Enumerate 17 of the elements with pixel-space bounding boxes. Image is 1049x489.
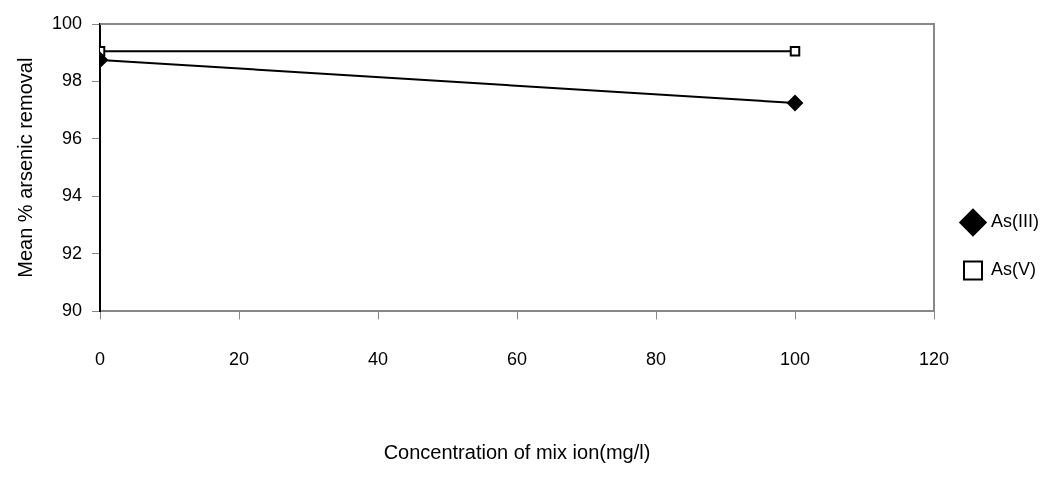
x-tick-label: 60 [507, 349, 528, 370]
x-tick-label: 0 [95, 349, 106, 370]
y-axis-title: Mean % arsenic removal [13, 57, 36, 278]
legend-label: As(V) [991, 259, 1036, 280]
x-tick-label: 100 [779, 349, 811, 370]
x-tick-label: 120 [918, 349, 950, 370]
x-axis-title: Concentration of mix ion(mg/l) [383, 440, 651, 463]
y-tick-label: 90 [62, 300, 83, 321]
x-tick-label: 80 [646, 349, 667, 370]
x-tick-label: 20 [229, 349, 250, 370]
y-tick-label: 94 [62, 185, 83, 206]
legend-label: As(III) [991, 211, 1039, 232]
y-tick-label: 98 [62, 70, 83, 91]
y-tick-label: 92 [62, 242, 83, 263]
y-tick-label: 100 [51, 12, 83, 33]
y-tick-label: 96 [62, 127, 83, 148]
x-tick-label: 40 [368, 349, 389, 370]
